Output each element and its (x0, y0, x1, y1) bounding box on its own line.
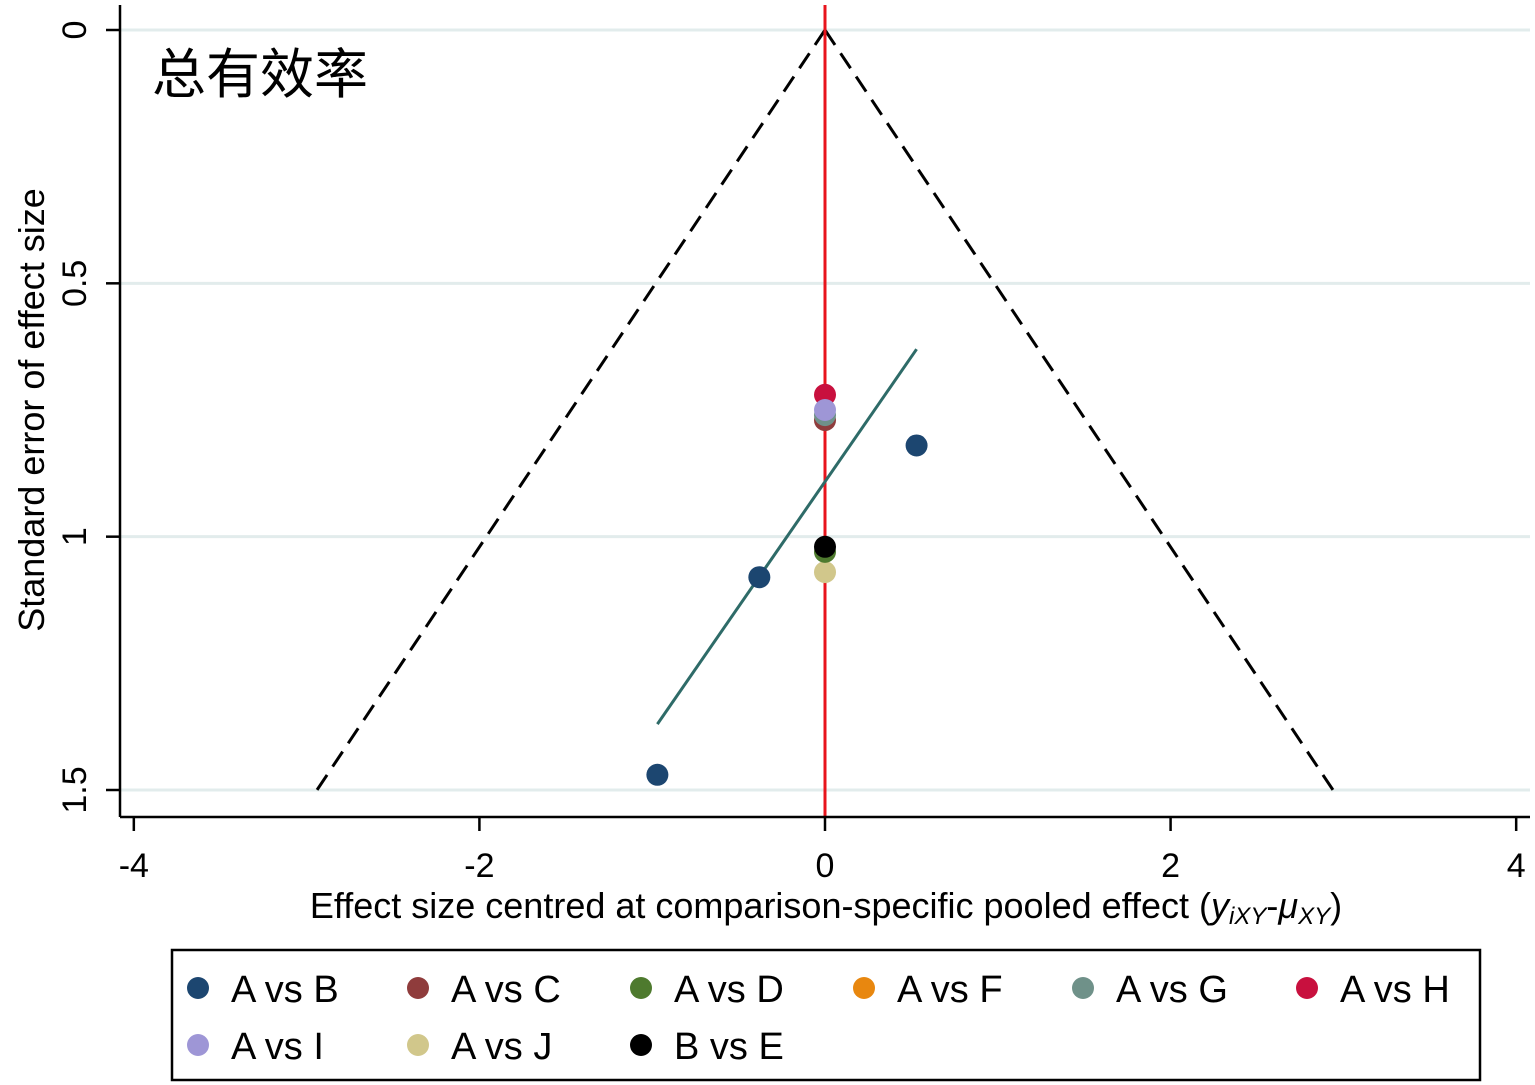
x-tick-label: 0 (816, 847, 835, 885)
chart-title: 总有效率 (152, 43, 368, 106)
legend-marker (1072, 977, 1094, 999)
funnel-right-line (823, 29, 1335, 791)
y-tick-label: 0.5 (56, 260, 94, 307)
legend-label: A vs J (451, 1026, 552, 1068)
legend-marker (187, 977, 209, 999)
y-tick-label: 1.5 (56, 766, 94, 813)
legend-label: A vs I (231, 1026, 324, 1068)
legend-box (170, 948, 1482, 1082)
x-tick-label: -4 (119, 847, 149, 885)
legend-marker (187, 1034, 209, 1056)
data-point (646, 763, 669, 786)
legend-marker (630, 977, 652, 999)
legend-label: A vs G (1116, 969, 1228, 1011)
y-tick-label: 1 (56, 527, 94, 546)
legend-label: A vs C (451, 969, 561, 1011)
legend-label: A vs F (897, 969, 1003, 1011)
x-axis-label: Effect size centred at comparison-specif… (310, 885, 1342, 930)
regression-line (656, 348, 918, 725)
data-point (814, 561, 836, 584)
legend-marker (853, 977, 875, 999)
legend-label: B vs E (674, 1026, 784, 1068)
x-tick-label: 4 (1507, 847, 1526, 885)
data-point (814, 383, 836, 406)
legend-label: A vs D (674, 969, 784, 1011)
y-axis-label: Standard error of effect size (11, 188, 52, 632)
data-point (814, 535, 836, 558)
data-point (814, 399, 836, 421)
legend-marker (1296, 977, 1318, 999)
data-points (646, 383, 928, 786)
legend-marker (407, 977, 429, 999)
fit-line (656, 348, 918, 725)
legend-marker (630, 1034, 652, 1056)
y-axis-ticks: 0 0.5 1 1.5 (56, 21, 120, 814)
legend: A vs B A vs C A vs D A vs F A vs G A vs H A vs… (187, 969, 1450, 1068)
data-point (905, 434, 928, 457)
legend-label: A vs B (231, 969, 339, 1011)
x-tick-label: -2 (464, 847, 494, 885)
x-axis-ticks: -4 -2 0 2 4 (119, 817, 1526, 885)
x-tick-label: 2 (1161, 847, 1180, 885)
data-point (748, 566, 771, 589)
y-tick-label: 0 (56, 21, 94, 40)
legend-label: A vs H (1340, 969, 1450, 1011)
funnel-lines (315, 29, 1335, 791)
legend-marker (407, 1034, 429, 1056)
funnel-left-line (315, 29, 827, 791)
